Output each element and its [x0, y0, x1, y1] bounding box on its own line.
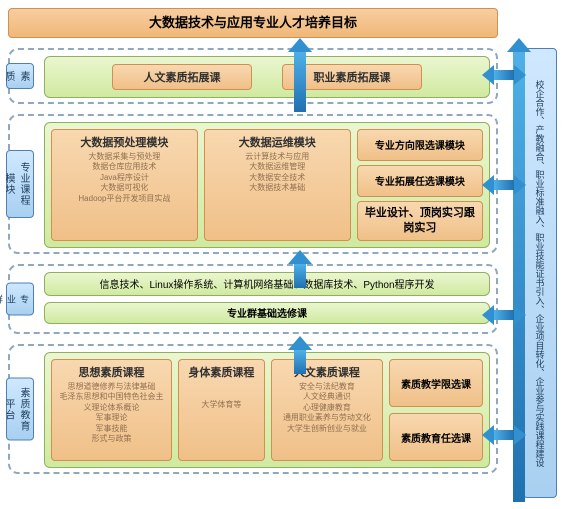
row-jichu-courses: 信息技术、Linux操作系统、计算机网络基础、数据库技术、Python程序开发 [44, 272, 490, 296]
box-sub: 安全与法纪教育 [276, 382, 378, 392]
box-sub: 形式与政策 [56, 434, 167, 444]
label-s4: 素质教育平台 [6, 378, 34, 441]
box-sub: 军事技能 [56, 424, 167, 434]
box-renwen-tuozhan: 人文素质拓展课 [112, 64, 252, 90]
box-sub: 毛泽东思想和中国特色社会主义理论体系概论 [56, 392, 167, 413]
box-sub: 大学生创新创业与就业 [276, 424, 378, 434]
section-suzhi-jiaoyu: 素质教育平台 思想素质课程 思想道德修养与法律基础 毛泽东思想和中国特色社会主义… [8, 344, 498, 474]
box-xianxuan: 专业方向限选课模块 [357, 129, 483, 161]
label-s1: 素质拓展模块 [6, 63, 34, 89]
box-title: 大数据运维模块 [209, 134, 346, 150]
box-sub: 大数据安全技术 [209, 173, 346, 183]
section-jichu-pingtai: 专业群基础平台 信息技术、Linux操作系统、计算机网络基础、数据库技术、Pyt… [8, 264, 498, 334]
section-suzhi-tuozhan: 素质拓展模块 人文素质拓展课 职业素质拓展课 [8, 48, 498, 104]
box-biye: 毕业设计、顶岗实习跟岗实习 [357, 201, 483, 241]
box-sub: 军事理论 [56, 413, 167, 423]
box-yunwei: 大数据运维模块 云计算技术与应用 大数据运维管理 大数据安全技术 大数据技术基础 [204, 129, 351, 241]
box-title: 大数据预处理模块 [56, 134, 193, 150]
box-sub: 大学体育等 [183, 400, 260, 410]
box-title: 人文素质拓展课 [117, 69, 247, 87]
box-renxuan: 专业拓展任选课模块 [357, 165, 483, 197]
box-sub: 大数据可视化 [56, 183, 193, 193]
box-jiaoxue-xianxuan: 素质教学限选课 [389, 359, 483, 407]
box-sixiang: 思想素质课程 思想道德修养与法律基础 毛泽东思想和中国特色社会主义理论体系概论 … [51, 359, 172, 461]
box-sub: 心理健康教育 [276, 403, 378, 413]
label-s3: 专业群基础平台 [6, 283, 34, 316]
section-zhuanye-kecheng: 专业课程模块 大数据预处理模块 大数据采集与预处理 数据仓库应用技术 Java程… [8, 114, 498, 254]
box-sub: 通用职业素养与劳动文化 [276, 413, 378, 423]
box-sub: Hadoop平台开发项目实战 [56, 194, 193, 204]
box-shenti: 身体素质课程 大学体育等 [178, 359, 265, 461]
label-s2: 专业课程模块 [6, 150, 34, 218]
box-renwen: 人文素质课程 安全与法纪教育 人文经典通识 心理健康教育 通用职业素养与劳动文化… [271, 359, 383, 461]
box-sub: 人文经典通识 [276, 392, 378, 402]
box-title: 人文素质课程 [276, 364, 378, 380]
box-sub: 大数据技术基础 [209, 183, 346, 193]
box-title: 思想素质课程 [56, 364, 167, 380]
box-sub: 大数据采集与预处理 [56, 152, 193, 162]
box-title: 职业素质拓展课 [287, 69, 417, 87]
box-sub: 思想道德修养与法律基础 [56, 382, 167, 392]
box-sub: Java程序设计 [56, 173, 193, 183]
box-yuchuli: 大数据预处理模块 大数据采集与预处理 数据仓库应用技术 Java程序设计 大数据… [51, 129, 198, 241]
top-title: 大数据技术与应用专业人才培养目标 [8, 8, 498, 38]
box-jiaoyu-renxuan: 素质教育任选课 [389, 413, 483, 461]
box-sub: 数据仓库应用技术 [56, 162, 193, 172]
row-jichu-xuanxiu: 专业群基础选修课 [44, 302, 490, 324]
box-title: 身体素质课程 [183, 364, 260, 380]
right-label: 校企合作、产教融合、职业标准融入、职业技能证书引入、企业项目转化、企业参与实践课… [523, 48, 557, 498]
box-sub: 大数据运维管理 [209, 162, 346, 172]
box-sub: 云计算技术与应用 [209, 152, 346, 162]
